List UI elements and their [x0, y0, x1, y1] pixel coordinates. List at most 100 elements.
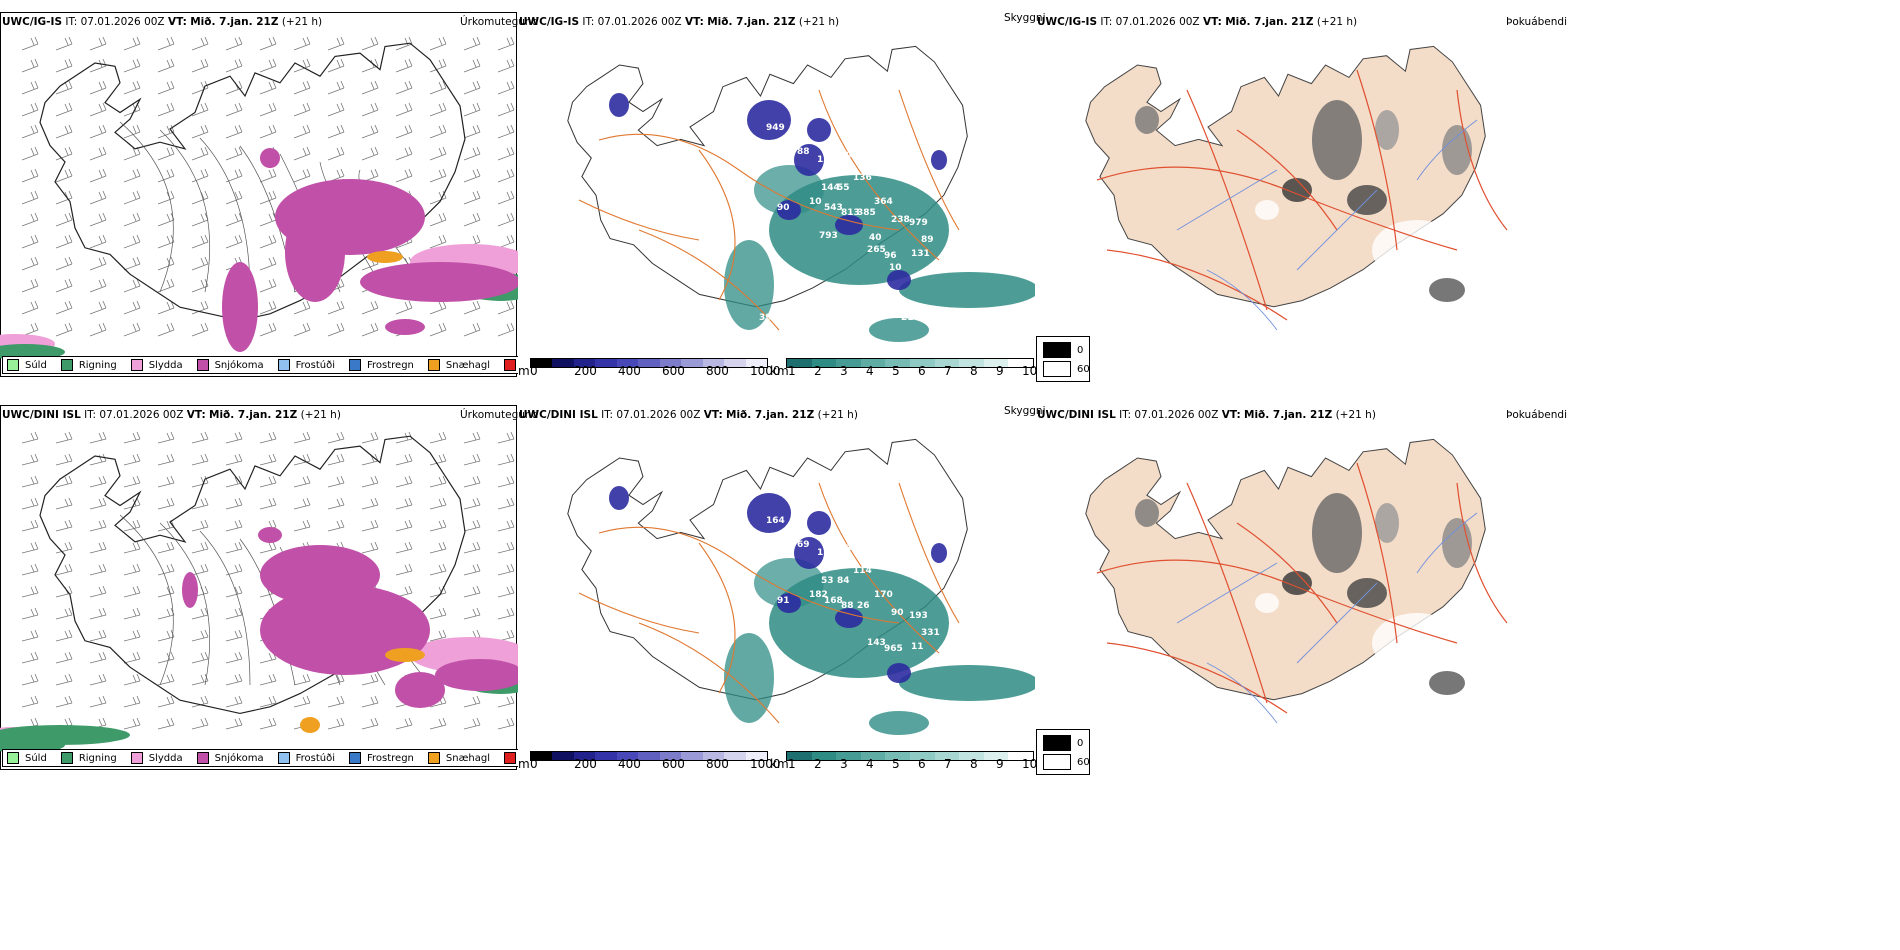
- vis-title-top: Skyggni: [1004, 12, 1046, 24]
- precip-legend-item: Súld: [7, 752, 47, 764]
- colorbar-cell: [531, 359, 553, 367]
- fog-panel-bottom: [1037, 423, 1553, 771]
- legend-swatch: [7, 359, 19, 371]
- colorbar-cell: [860, 359, 886, 367]
- colorbar-cell: [659, 359, 682, 367]
- colorbar-cell: [983, 359, 1009, 367]
- model-name: UWC/IG-IS: [1037, 16, 1098, 28]
- ceiling-value-label: 364: [874, 197, 893, 207]
- it-value: 07.01.2026 00Z: [1134, 409, 1219, 421]
- ceiling-value-label: 238: [891, 215, 910, 225]
- ceiling-value-label: 89: [921, 235, 934, 245]
- it-value: 07.01.2026 00Z: [597, 16, 682, 28]
- vis-tick: 5: [892, 364, 900, 378]
- precip-legend-item: Frostúði: [277, 752, 335, 764]
- ceiling-value-label: 96: [884, 251, 897, 261]
- vis-tick: 8: [970, 364, 978, 378]
- lead-time: (+21 h): [1335, 409, 1376, 421]
- ceiling-value-label: 144: [821, 183, 840, 193]
- vis-tick: 2: [814, 364, 822, 378]
- ceiling-value-label: 88: [797, 147, 810, 157]
- colorbar-cell: [681, 752, 703, 760]
- precip-legend-item: Snæhagl: [427, 752, 491, 764]
- fog-dark-label: 0: [1077, 344, 1084, 356]
- legend-label: Rigning: [78, 359, 117, 371]
- ceiling-value-label: 182: [809, 590, 828, 600]
- vis-tick: 4: [866, 364, 874, 378]
- colorbar-cell: [638, 359, 660, 367]
- precip-panel-top: Súld Rigning Slydda Snjókoma Frostúði Frostre…: [0, 12, 518, 378]
- legend-label: Snjókoma: [214, 752, 264, 764]
- ceiling-colorbar-bottom: m 0 200 400 600 800 1000: [518, 749, 781, 771]
- ceiling-value-label: 10: [809, 197, 822, 207]
- colorbar-cell: [616, 359, 639, 367]
- precip-legend-item: Slydda: [130, 359, 183, 371]
- ceiling-value-label: 265: [867, 245, 886, 255]
- ceiling-value-label: 131: [911, 249, 930, 259]
- vt-label: VT:: [186, 409, 206, 421]
- ceiling-value-label: 136: [939, 648, 958, 658]
- vt-value: Mið. 7.jan. 21Z: [1244, 409, 1333, 421]
- model-name: UWC/DINI ISL: [1037, 409, 1116, 421]
- legend-swatch: [349, 359, 361, 371]
- precip-legend-item: Snjókoma: [196, 752, 264, 764]
- ceiling-tick: 0: [530, 757, 538, 771]
- model-name: UWC/DINI ISL: [519, 409, 598, 421]
- ceiling-tick: 200: [574, 364, 597, 378]
- it-label: IT:: [65, 16, 78, 28]
- precip-legend-item: Rigning: [60, 359, 117, 371]
- ceiling-value-label: 84: [837, 576, 850, 586]
- vis-tick: 6: [918, 757, 926, 771]
- vis-tick: 3: [840, 757, 848, 771]
- fog-dark-swatch: [1043, 342, 1071, 358]
- legend-swatch: [7, 752, 19, 764]
- legend-label: Slydda: [148, 752, 183, 764]
- ceiling-value-label: 189: [817, 548, 836, 558]
- colorbar-cell: [659, 752, 682, 760]
- legend-swatch: [60, 359, 73, 371]
- ceiling-value-label: 385: [857, 208, 876, 218]
- colorbar-cell: [860, 752, 886, 760]
- ceiling-tick: 400: [618, 757, 641, 771]
- ceiling-value-label: 793: [819, 231, 838, 241]
- vis-colorbar-bottom: km 1 2 3 4 5 6 7 8 9 10: [770, 749, 1037, 771]
- ceiling-value-label: 90: [777, 203, 790, 213]
- legend-swatch: [427, 752, 440, 764]
- vis-tick: 4: [866, 757, 874, 771]
- header-vis-top: UWC/IG-IS IT: 07.01.2026 00Z VT: Mið. 7.…: [519, 16, 839, 28]
- vt-label: VT:: [684, 16, 704, 28]
- precip-legend-top: Súld Rigning Slydda Snjókoma Frostúði Frostre…: [2, 356, 518, 374]
- vis-tick: 9: [996, 757, 1004, 771]
- legend-swatch: [196, 752, 209, 764]
- ceiling-value-label: 188: [939, 255, 958, 265]
- ceiling-value-label: 170: [874, 590, 893, 600]
- ceiling-value-label: 244: [919, 113, 938, 123]
- fog-light-swatch: [1043, 754, 1071, 770]
- ceiling-value-label: 55: [837, 183, 850, 193]
- vt-value: Mið. 7.jan. 21Z: [707, 16, 796, 28]
- vis-tick: 10: [1022, 364, 1038, 378]
- vis-colorbar-strip: [786, 751, 1034, 761]
- fog-dark-swatch: [1043, 735, 1071, 751]
- colorbar-cell: [934, 752, 960, 760]
- ceiling-value-label: 10: [919, 506, 932, 516]
- colorbar-cell: [959, 752, 984, 760]
- fog-map-top: [1085, 45, 1508, 331]
- legend-swatch: [504, 359, 517, 371]
- precip-legend-item: Súld: [7, 359, 47, 371]
- precip-legend-item: Slydda: [130, 752, 183, 764]
- ceiling-unit: m: [518, 364, 530, 378]
- ceiling-tick: 600: [662, 364, 685, 378]
- colorbar-cell: [811, 359, 837, 367]
- legend-swatch: [277, 359, 290, 371]
- legend-swatch: [196, 359, 209, 371]
- colorbar-cell: [836, 752, 861, 760]
- legend-label: Frostregn: [367, 752, 414, 764]
- legend-label: Snæhagl: [445, 752, 491, 764]
- vis-tick: 7: [944, 364, 952, 378]
- vis-unit: km: [770, 364, 789, 378]
- legend-swatch: [349, 752, 361, 764]
- vt-value: Mið. 7.jan. 21Z: [1225, 16, 1314, 28]
- colorbar-cell: [745, 752, 767, 760]
